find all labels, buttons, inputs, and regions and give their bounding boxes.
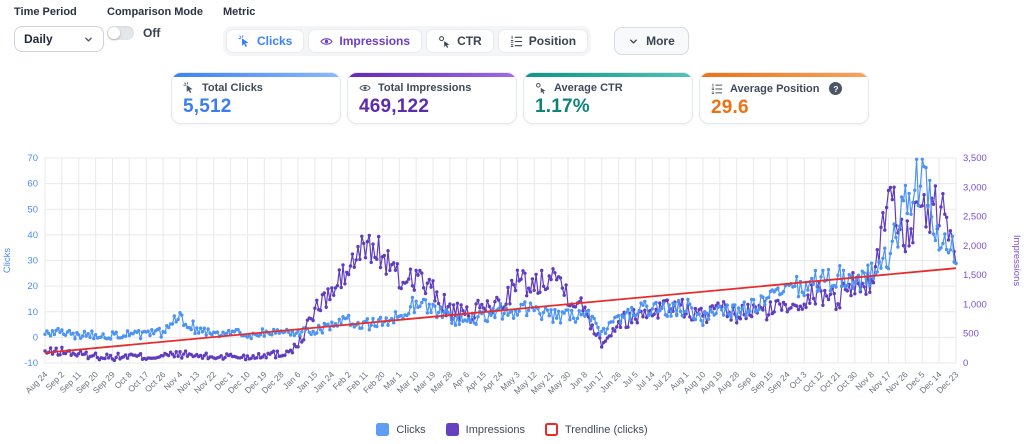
- metric-button-position[interactable]: Position: [497, 29, 589, 53]
- list-numbers-icon: [711, 83, 723, 94]
- eye-icon: [359, 85, 371, 91]
- card-label: Total Impressions: [378, 82, 472, 94]
- comparison-mode-toggle[interactable]: [107, 26, 134, 40]
- trendline: [44, 267, 957, 354]
- svg-text:500: 500: [963, 329, 979, 340]
- clicks-swatch: [376, 423, 390, 436]
- chevron-down-icon: [85, 37, 92, 41]
- svg-text:40: 40: [27, 230, 38, 241]
- svg-text:Impressions: Impressions: [1011, 235, 1022, 286]
- card-label: Average CTR: [554, 82, 623, 94]
- average-ctr-card: Average CTR 1.17%: [523, 72, 693, 124]
- metric-control: Metric Clicks Impressions: [223, 6, 689, 56]
- time-period-control: Time Period Daily: [14, 6, 104, 52]
- card-accent-bar: [700, 73, 868, 77]
- svg-text:2,500: 2,500: [963, 212, 987, 223]
- performance-line-chart: 70 60 50 40 30 20 10 0 -10 3,500 3,000 2,500 2,000 1,…: [2, 153, 1022, 396]
- svg-text:0: 0: [33, 332, 38, 343]
- cursor-click-icon: [183, 82, 193, 94]
- eye-icon: [320, 37, 334, 45]
- svg-text:3,000: 3,000: [963, 182, 987, 193]
- comparison-mode-label: Comparison Mode: [107, 6, 203, 18]
- svg-text:Clicks: Clicks: [2, 248, 13, 274]
- svg-text:20: 20: [27, 281, 38, 292]
- svg-text:2,000: 2,000: [963, 241, 987, 252]
- comparison-mode-state: Off: [143, 26, 161, 40]
- card-label: Average Position: [730, 82, 820, 95]
- average-ctr-value: 1.17%: [535, 96, 590, 117]
- svg-text:30: 30: [27, 256, 38, 267]
- cursor-click-icon: [238, 34, 249, 47]
- chart-legend: Clicks Impressions Trendline (clicks): [0, 423, 1024, 436]
- chevron-down-icon: [630, 39, 637, 43]
- help-icon[interactable]: ?: [829, 82, 843, 95]
- metric-button-impressions[interactable]: Impressions: [308, 29, 423, 53]
- total-impressions-value: 469,122: [359, 96, 430, 117]
- svg-text:10: 10: [27, 307, 38, 318]
- svg-text:0: 0: [963, 358, 968, 369]
- svg-text:-10: -10: [24, 358, 38, 369]
- trendline-swatch: [544, 423, 558, 436]
- svg-text:1,500: 1,500: [963, 270, 987, 281]
- total-impressions-card: Total Impressions 469,122: [347, 72, 517, 124]
- card-accent-bar: [524, 73, 692, 77]
- average-position-value: 29.6: [711, 97, 749, 118]
- time-period-select[interactable]: Daily: [14, 26, 104, 52]
- metric-button-ctr[interactable]: CTR: [426, 29, 494, 53]
- svg-text:50: 50: [27, 204, 38, 215]
- legend-item-clicks[interactable]: Clicks: [376, 423, 426, 436]
- summary-cards: Total Clicks 5,512 Total Impressions 469…: [171, 72, 869, 124]
- cursor-ctr-icon: [439, 35, 450, 48]
- comparison-mode-control: Comparison Mode Off: [107, 6, 203, 40]
- card-label: Total Clicks: [202, 82, 263, 94]
- time-period-label: Time Period: [14, 6, 77, 18]
- total-clicks-card: Total Clicks 5,512: [171, 72, 341, 124]
- svg-text:3,500: 3,500: [963, 153, 987, 164]
- metric-label: Metric: [223, 6, 256, 18]
- time-period-value: Daily: [24, 32, 53, 46]
- toggle-knob: [108, 27, 120, 39]
- list-numbers-icon: [510, 35, 522, 47]
- card-accent-bar: [348, 73, 516, 77]
- card-accent-bar: [172, 73, 340, 77]
- metric-button-group: Clicks Impressions CTR: [223, 26, 592, 56]
- svg-text:60: 60: [27, 179, 38, 190]
- legend-item-impressions[interactable]: Impressions: [445, 423, 525, 436]
- legend-item-trendline[interactable]: Trendline (clicks): [544, 423, 648, 436]
- metric-button-clicks[interactable]: Clicks: [226, 29, 305, 53]
- cursor-ctr-icon: [536, 83, 546, 94]
- average-position-card: Average Position ? 29.6: [699, 72, 869, 124]
- impressions-swatch: [445, 423, 459, 436]
- more-metrics-button[interactable]: More: [614, 27, 689, 55]
- svg-text:1,000: 1,000: [963, 299, 987, 310]
- svg-text:70: 70: [27, 153, 38, 164]
- total-clicks-value: 5,512: [183, 96, 232, 117]
